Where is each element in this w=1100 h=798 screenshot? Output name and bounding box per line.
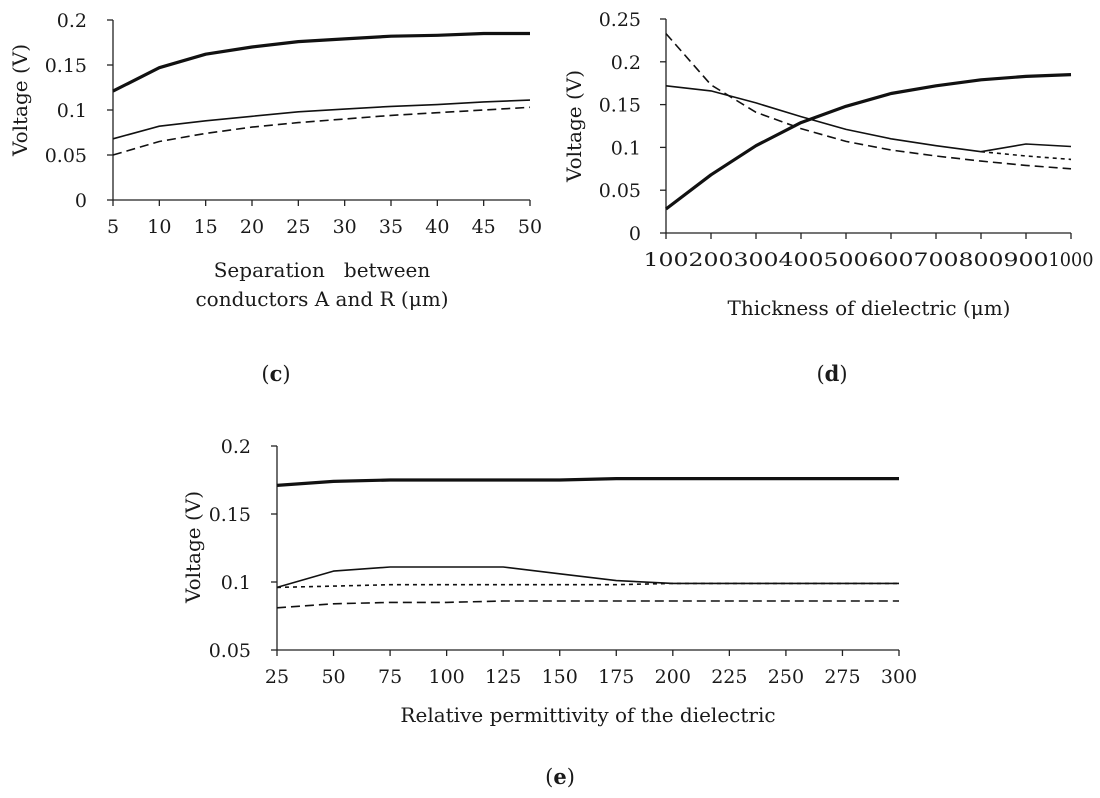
panel-d-x-tick-label: 200 <box>689 249 734 271</box>
panel-e-y-tick-label: 0.15 <box>209 504 251 526</box>
panel-e-x-tick-label: 175 <box>598 666 634 688</box>
panel-c-y-tick-label: 0.05 <box>45 145 87 167</box>
panel-d-series-dashed-line <box>665 33 1072 170</box>
panel-c-series-thin-line <box>112 99 531 140</box>
panel-c-y-tick-label: 0.15 <box>45 55 87 77</box>
panel-c-y-tick-label: 0 <box>75 190 87 212</box>
panel-d: 0 0.05 0.1 0.15 0.2 0.25 100 200 300 400 500 600 700… <box>562 9 1094 386</box>
panel-e: 0.05 0.1 0.15 0.2 25 50 75 100 125 150 175 200 225 25… <box>181 436 917 789</box>
panel-d-y-tick-label: 0 <box>629 223 641 245</box>
panel-d-x-tick-label: 1000 <box>1049 249 1094 271</box>
panel-e-x-tick-label: 225 <box>711 666 747 688</box>
panel-c-series-thick-line <box>112 31 530 93</box>
panel-d-x-tick-label: 100 <box>644 249 689 271</box>
panel-d-x-axis-label: Thickness of dielectric (μm) <box>728 296 1011 320</box>
panel-d-x-tick-label: 800 <box>959 249 1004 271</box>
panel-c-x-tick-label: 20 <box>240 216 264 238</box>
panel-e-x-axis-label: Relative permittivity of the dielectric <box>400 703 775 727</box>
panel-d-y-tick-label: 0.15 <box>599 95 641 117</box>
panel-c-y-tick-label: 0.2 <box>57 10 87 32</box>
panel-c-x-tick-label: 40 <box>425 216 449 238</box>
panel-e-plot-area: 0.05 0.1 0.15 0.2 25 50 75 100 125 150 175 200 225 25… <box>209 436 917 688</box>
panel-c-x-axis-label-line2: conductors A and R (μm) <box>195 287 448 311</box>
panel-c-x-tick-label: 15 <box>194 216 218 238</box>
panel-e-y-tick-label: 0.05 <box>209 640 251 662</box>
panel-e-x-tick-label: 75 <box>378 666 402 688</box>
panel-c-series-dashed-line <box>112 106 531 156</box>
panel-d-x-tick-label: 900 <box>1004 249 1049 271</box>
panel-d-x-tick-label: 600 <box>869 249 914 271</box>
panel-d-y-tick-label: 0.2 <box>611 52 641 74</box>
panel-e-caption: (e) <box>545 764 575 789</box>
panel-c-x-tick-label: 10 <box>147 216 171 238</box>
panel-c-x-axis-label-line1: Separation between <box>214 258 431 282</box>
panel-c-y-tick-label: 0.1 <box>57 100 87 122</box>
panel-d-series-dotted-line <box>980 150 1072 161</box>
panel-d-x-tick-label: 700 <box>914 249 959 271</box>
panel-d-x-tick-label: 300 <box>734 249 779 271</box>
panel-c-x-tick-label: 30 <box>333 216 357 238</box>
panel-e-x-tick-label: 300 <box>881 666 917 688</box>
panel-c-x-tick-label: 50 <box>518 216 542 238</box>
panel-c-x-tick-label: 35 <box>379 216 403 238</box>
panel-d-y-tick-label: 0.25 <box>599 9 641 31</box>
panel-e-x-tick-label: 50 <box>321 666 345 688</box>
panel-e-x-tick-label: 150 <box>542 666 578 688</box>
panel-e-y-axis-label: Voltage (V) <box>181 491 205 604</box>
panel-c-x-tick-label: 45 <box>472 216 496 238</box>
panel-c-caption: (c) <box>261 361 290 386</box>
panel-d-x-tick-label: 500 <box>824 249 869 271</box>
panel-d-x-tick-label: 400 <box>779 249 824 271</box>
panel-e-series-thin-line <box>276 566 899 589</box>
panel-e-x-tick-label: 250 <box>768 666 804 688</box>
panel-e-x-tick-label: 25 <box>265 666 289 688</box>
panel-d-caption: (d) <box>816 361 847 386</box>
panel-c-plot-area: 0 0.05 0.1 0.15 0.2 5 10 15 20 25 30 35 40 45 50 <box>45 10 542 238</box>
panel-e-caption-letter: e <box>553 764 566 789</box>
panel-c-y-axis-label: Voltage (V) <box>8 44 32 157</box>
panel-d-y-axis-label: Voltage (V) <box>562 70 586 183</box>
panel-e-y-tick-label: 0.1 <box>221 572 251 594</box>
panel-e-x-tick-label: 100 <box>429 666 465 688</box>
panel-e-x-tick-label: 125 <box>485 666 521 688</box>
panel-c-caption-letter: c <box>270 361 283 386</box>
panel-c-x-tick-label: 25 <box>286 216 310 238</box>
panel-c-x-tick-label: 5 <box>107 216 119 238</box>
panel-d-y-tick-label: 0.1 <box>611 137 641 159</box>
panel-e-series-thick-line <box>276 477 899 487</box>
panel-e-x-tick-label: 275 <box>824 666 860 688</box>
panel-d-series-thick-line <box>665 73 1072 211</box>
panel-d-caption-letter: d <box>825 361 840 386</box>
panel-e-y-tick-label: 0.2 <box>221 436 251 458</box>
panel-e-series-dotted-line <box>276 582 899 589</box>
panel-c: 0 0.05 0.1 0.15 0.2 5 10 15 20 25 30 35 40 45 50 Volta… <box>8 10 542 386</box>
panel-e-series-dashed-line <box>276 600 899 609</box>
panel-d-y-tick-label: 0.05 <box>599 180 641 202</box>
panel-d-series-thin-line <box>665 85 1072 153</box>
panel-e-x-tick-label: 200 <box>655 666 691 688</box>
panel-d-plot-area: 0 0.05 0.1 0.15 0.2 0.25 100 200 300 400 500 600 700… <box>599 9 1094 271</box>
